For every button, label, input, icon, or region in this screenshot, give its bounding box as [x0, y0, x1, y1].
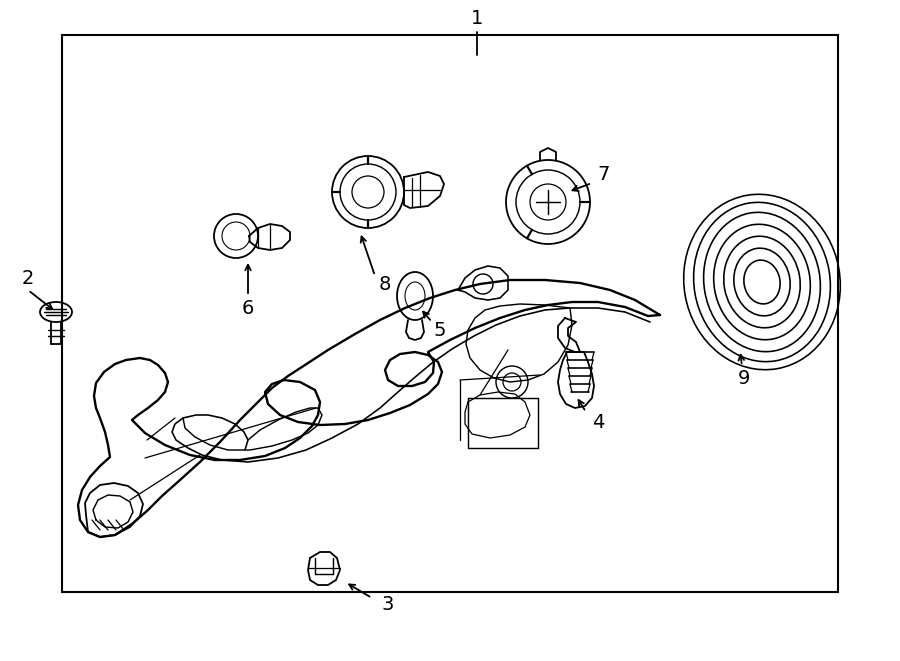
Text: 1: 1 [471, 9, 483, 28]
Text: 3: 3 [382, 596, 394, 615]
Bar [62, 35, 838, 592]
Text: 5: 5 [434, 321, 446, 340]
Text: 8: 8 [379, 276, 392, 295]
Text: 9: 9 [738, 368, 751, 387]
Text: 2: 2 [22, 268, 34, 288]
Text: 7: 7 [598, 165, 610, 184]
Text: 6: 6 [242, 299, 254, 317]
Bar [468, 398, 538, 448]
Text: 4: 4 [592, 412, 604, 432]
